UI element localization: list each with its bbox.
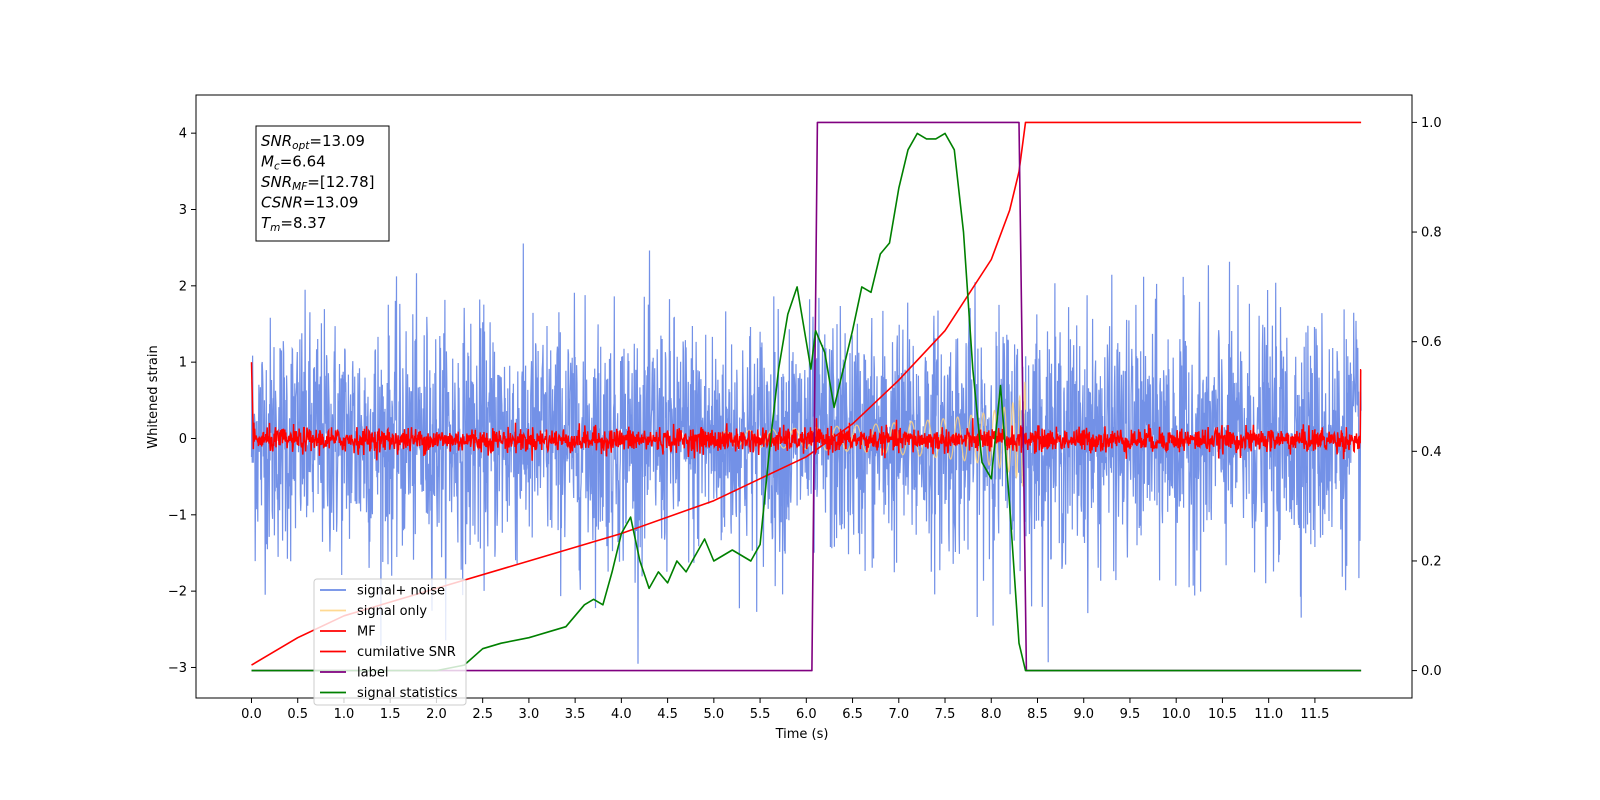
x-tick-label: 3.5 (565, 707, 586, 722)
annotation-line: SNRopt=13.09 (261, 132, 365, 152)
x-tick-label: 1.0 (334, 707, 355, 722)
x-tick-label: 9.5 (1120, 707, 1141, 722)
y-tick-label: 4 (179, 127, 187, 142)
stats-annotation-box: SNRopt=13.09Mc=6.64SNRMF=[12.78]CSNR=13.… (255, 125, 390, 242)
legend-frame (313, 578, 467, 706)
x-tick-label: 10.0 (1162, 707, 1191, 722)
y-tick-label: −2 (168, 585, 187, 600)
legend-entry-label: signal statistics (357, 686, 458, 701)
x-tick-label: 4.5 (657, 707, 678, 722)
x-tick-label: 2.0 (426, 707, 447, 722)
x-tick-label: 11.5 (1300, 707, 1329, 722)
y-tick-label: 3 (179, 203, 187, 218)
x-tick-label: 0.5 (287, 707, 308, 722)
x-tick-label: 5.5 (750, 707, 771, 722)
x-tick-label: 11.0 (1254, 707, 1283, 722)
legend-entry-label: MF (357, 625, 376, 640)
y2-tick-label: 0.8 (1421, 226, 1442, 241)
y-axis-left: −3 −2 −1 0 1 2 3 4 (168, 127, 196, 676)
y2-tick-label: 0.4 (1421, 445, 1442, 460)
y-tick-label: −3 (168, 661, 187, 676)
annotation-line: Tm=8.37 (261, 214, 326, 234)
x-tick-label: 10.5 (1208, 707, 1237, 722)
annotation-line: SNRMF=[12.78] (261, 173, 375, 193)
x-tick-label: 6.0 (796, 707, 817, 722)
y-tick-label: −1 (168, 508, 187, 523)
x-tick-label: 1.5 (380, 707, 401, 722)
annotation-line: Mc=6.64 (261, 153, 326, 173)
series-signal-statistics (251, 132, 1362, 672)
x-tick-label: 5.0 (703, 707, 724, 722)
x-tick-label: 9.0 (1073, 707, 1094, 722)
y2-tick-label: 0.2 (1421, 554, 1442, 569)
y2-tick-label: 1.0 (1421, 116, 1442, 131)
legend-entry-label: cumilative SNR (357, 645, 456, 660)
x-tick-label: 4.0 (611, 707, 632, 722)
legend-entry-label: signal+ noise (357, 584, 445, 599)
axes-frame (195, 94, 1413, 699)
y2-tick-label: 0.6 (1421, 335, 1442, 350)
x-tick-label: 3.0 (519, 707, 540, 722)
y-tick-label: 2 (179, 279, 187, 294)
x-tick-label: 6.5 (842, 707, 863, 722)
x-tick-label: 8.5 (1027, 707, 1048, 722)
x-axis: 0.0 0.5 1.0 1.5 2.0 2.5 3.0 3.5 4.0 4.5 5.0 5.5 6.0 6… (241, 698, 1329, 722)
y-axis-label: Whitened strain (146, 345, 161, 448)
y-tick-label: 0 (179, 432, 187, 447)
legend: signal+ noise signal only MF cumilative SNR… (313, 578, 467, 706)
y-tick-label: 1 (179, 356, 187, 371)
x-tick-label: 8.0 (981, 707, 1002, 722)
series-mf (250, 362, 1362, 461)
annotation-frame (255, 125, 390, 242)
x-tick-label: 7.0 (888, 707, 909, 722)
y2-tick-label: 0.0 (1421, 664, 1442, 679)
annotation-line: CSNR=13.09 (261, 194, 358, 212)
y-axis-right: 0.0 0.2 0.4 0.6 0.8 1.0 (1412, 116, 1442, 679)
legend-entry-label: label (357, 666, 388, 681)
x-tick-label: 2.5 (472, 707, 493, 722)
x-tick-label: 0.0 (241, 707, 262, 722)
x-axis-label: Time (s) (775, 727, 829, 742)
x-tick-label: 7.5 (935, 707, 956, 722)
legend-entry-label: signal only (357, 604, 427, 619)
